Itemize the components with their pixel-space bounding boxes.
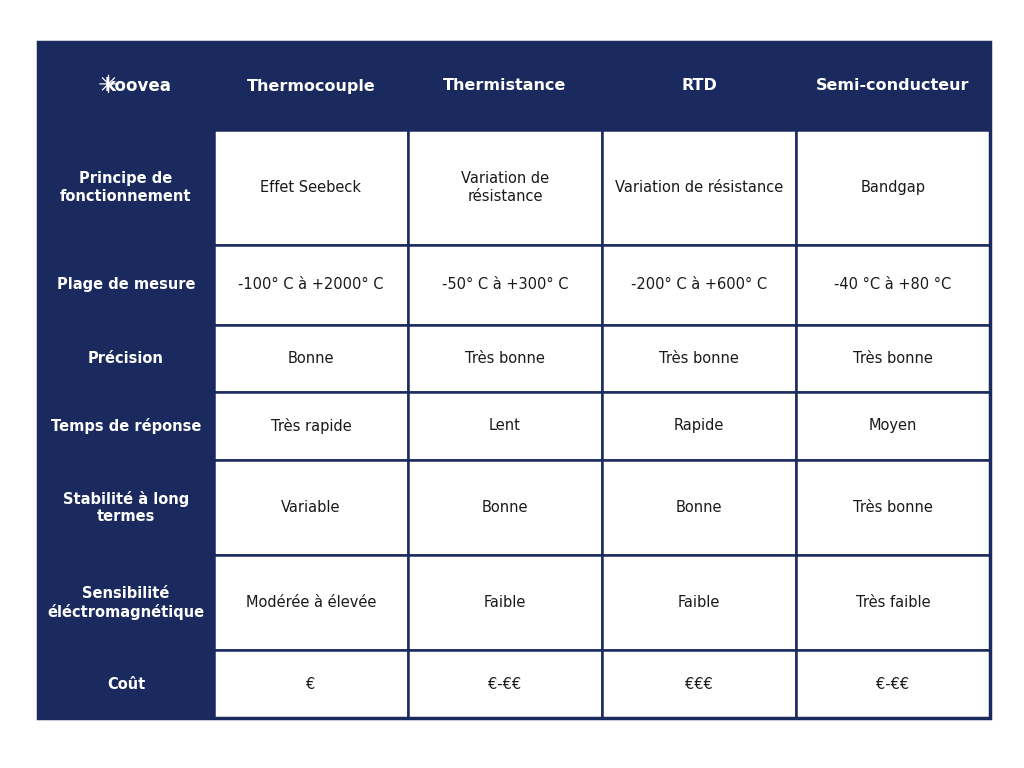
Bar [796, 460, 990, 555]
Bar [796, 392, 990, 460]
Text: Très rapide: Très rapide [270, 418, 351, 434]
Text: Bandgap: Bandgap [860, 180, 926, 195]
Text: €: € [306, 677, 315, 692]
Bar [38, 245, 214, 325]
Text: €-€€: €-€€ [877, 677, 909, 692]
Text: Sensibilité
éléctromagnétique: Sensibilité éléctromagnétique [47, 586, 205, 620]
Bar [214, 130, 408, 245]
Bar [408, 325, 602, 392]
Text: Lent: Lent [489, 419, 521, 433]
Text: Thermocouple: Thermocouple [247, 78, 376, 94]
Text: Très faible: Très faible [856, 595, 931, 611]
Text: -200° C à +600° C: -200° C à +600° C [631, 277, 767, 293]
Text: Bonne: Bonne [676, 500, 722, 515]
Bar [796, 650, 990, 718]
Bar [408, 460, 602, 555]
Text: koovea: koovea [104, 77, 171, 95]
Text: Très bonne: Très bonne [853, 351, 933, 366]
Bar [214, 325, 408, 392]
Text: Plage de mesure: Plage de mesure [56, 277, 196, 293]
Bar [796, 555, 990, 650]
Bar [796, 245, 990, 325]
Bar [602, 245, 796, 325]
Text: Semi-conducteur: Semi-conducteur [816, 78, 970, 94]
Bar [602, 392, 796, 460]
Bar [602, 460, 796, 555]
Bar [214, 460, 408, 555]
Text: Faible: Faible [678, 595, 720, 611]
Bar [408, 392, 602, 460]
Text: Principe de
fonctionnement: Principe de fonctionnement [60, 171, 191, 204]
Bar [408, 130, 602, 245]
Bar [38, 460, 214, 555]
Text: RTD: RTD [681, 78, 717, 94]
Bar [38, 650, 214, 718]
Text: Variation de
résistance: Variation de résistance [461, 171, 549, 204]
Text: Très bonne: Très bonne [465, 351, 545, 366]
Text: Thermistance: Thermistance [443, 78, 566, 94]
Text: Variation de résistance: Variation de résistance [614, 180, 783, 195]
Text: €-€€: €-€€ [488, 677, 521, 692]
Text: Rapide: Rapide [674, 419, 724, 433]
Bar [408, 555, 602, 650]
Bar [602, 42, 796, 130]
Bar [408, 650, 602, 718]
Text: -40 °C à +80 °C: -40 °C à +80 °C [835, 277, 951, 293]
Bar [214, 245, 408, 325]
Bar [796, 325, 990, 392]
Text: Temps de réponse: Temps de réponse [51, 418, 201, 434]
Bar [38, 392, 214, 460]
Text: Modérée à élevée: Modérée à élevée [246, 595, 376, 611]
Bar [602, 555, 796, 650]
Text: -50° C à +300° C: -50° C à +300° C [441, 277, 568, 293]
Bar [38, 130, 214, 245]
Bar [602, 130, 796, 245]
Bar [602, 650, 796, 718]
Text: ✳: ✳ [97, 74, 119, 98]
Text: Faible: Faible [483, 595, 526, 611]
Bar [602, 325, 796, 392]
Text: Moyen: Moyen [868, 419, 918, 433]
Text: -100° C à +2000° C: -100° C à +2000° C [239, 277, 384, 293]
Text: €€€: €€€ [685, 677, 713, 692]
Text: Très bonne: Très bonne [853, 500, 933, 515]
Text: Bonne: Bonne [288, 351, 334, 366]
Bar [796, 130, 990, 245]
Bar [214, 555, 408, 650]
Text: Bonne: Bonne [481, 500, 528, 515]
Bar [38, 42, 990, 718]
Text: Coût: Coût [106, 677, 145, 692]
Bar [38, 42, 214, 130]
Bar [796, 42, 990, 130]
Bar [214, 42, 408, 130]
Text: Variable: Variable [282, 500, 341, 515]
Bar [408, 42, 602, 130]
Bar [38, 325, 214, 392]
Text: Très bonne: Très bonne [659, 351, 739, 366]
Bar [214, 650, 408, 718]
Text: Précision: Précision [88, 351, 164, 366]
Text: Effet Seebeck: Effet Seebeck [260, 180, 361, 195]
Bar [214, 392, 408, 460]
Text: Stabilité à long
termes: Stabilité à long termes [62, 491, 189, 524]
Bar [38, 555, 214, 650]
Bar [408, 245, 602, 325]
